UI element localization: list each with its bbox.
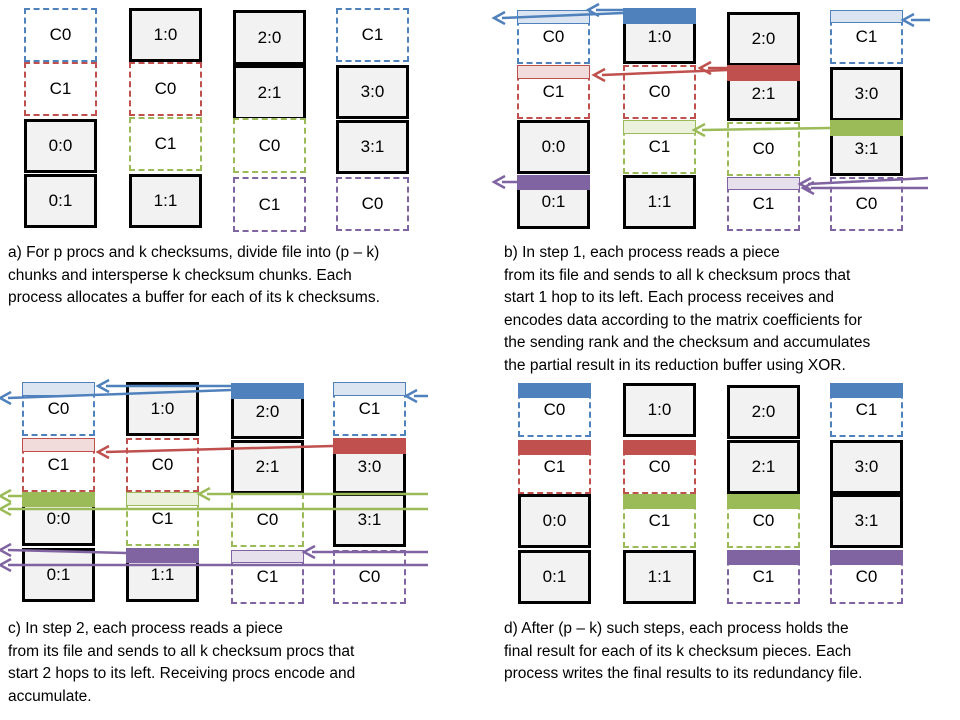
checksum-chunk: C0 [126,438,199,492]
data-chunk: 1:1 [623,175,696,229]
final-result-bar [830,383,903,398]
checksum-chunk: C1 [336,8,409,62]
data-chunk: 3:1 [830,494,903,548]
send-piece-bar [126,548,199,563]
checksum-chunk: C1 [24,62,97,116]
partial-result-bar [333,382,406,396]
partial-result-bar [231,550,304,563]
data-chunk: 0:0 [24,119,97,173]
checksum-chunk: C0 [233,118,306,173]
arrow [697,60,727,76]
arrow [491,174,517,190]
arrow [900,12,930,28]
data-chunk: 2:0 [233,10,306,65]
data-chunk: 3:0 [336,65,409,119]
partial-result-bar [22,382,95,396]
final-result-bar [727,494,800,509]
data-chunk: 1:0 [623,383,696,437]
send-piece-bar [517,175,590,190]
send-piece-bar [231,383,304,399]
partial-result-bar [623,120,696,134]
partial-result-bar [517,65,590,79]
send-piece-bar [22,492,95,507]
checksum-chunk: C1 [129,117,202,171]
data-chunk: 1:0 [126,382,199,436]
final-result-bar [623,494,696,509]
caption-d: d) After (p – k) such steps, each proces… [504,620,863,682]
data-chunk: 3:1 [333,493,406,547]
partial-result-bar [126,492,199,506]
data-chunk: 3:0 [830,440,903,494]
checksum-chunk: C1 [233,177,306,232]
partial-result-bar [517,10,590,24]
checksum-chunk: C0 [24,8,97,62]
data-chunk: 2:1 [233,65,306,120]
data-chunk: 0:1 [24,174,97,228]
data-chunk: 0:0 [517,120,590,174]
checksum-chunk: C0 [830,177,903,231]
data-chunk: 2:1 [231,440,304,494]
data-chunk: 1:1 [623,550,696,604]
partial-result-bar [22,438,95,452]
data-chunk: 2:1 [727,440,800,494]
checksum-chunk: C0 [336,177,409,231]
data-chunk: 0:0 [518,494,591,548]
data-chunk: 2:0 [727,385,800,439]
caption-b: b) In step 1, each process reads a piece… [504,244,871,374]
send-piece-bar [623,8,696,24]
final-result-bar [518,383,591,398]
data-chunk: 1:0 [129,8,202,62]
arrow [0,488,22,504]
send-piece-bar [727,65,800,81]
caption-c: c) In step 2, each process reads a piece… [8,620,356,705]
final-result-bar [518,440,591,455]
data-chunk: 0:1 [518,550,591,604]
checksum-chunk: C0 [231,493,304,547]
data-chunk: 1:1 [129,174,202,228]
data-chunk: 3:0 [830,67,903,121]
checksum-chunk: C0 [129,62,202,116]
data-chunk: 0:1 [22,548,95,602]
data-chunk: 2:0 [727,12,800,66]
arrow [403,388,428,404]
checksum-chunk: C0 [333,550,406,604]
data-chunk: 3:1 [336,120,409,174]
partial-result-bar [830,10,903,23]
final-result-bar [623,440,696,455]
checksum-chunk: C0 [623,65,696,119]
checksum-chunk: C0 [727,122,800,176]
caption-a: a) For p procs and k checksums, divide f… [8,244,380,306]
final-result-bar [830,550,903,565]
partial-result-bar [727,177,800,190]
send-piece-bar [830,120,903,136]
send-piece-bar [333,438,406,454]
final-result-bar [727,550,800,565]
